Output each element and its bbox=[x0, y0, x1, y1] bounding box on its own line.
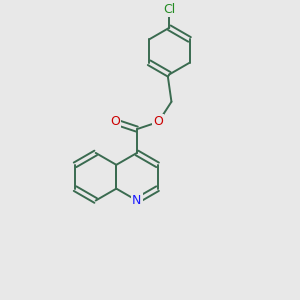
Text: O: O bbox=[111, 116, 120, 128]
Text: N: N bbox=[132, 194, 142, 207]
Text: O: O bbox=[153, 116, 163, 128]
Text: Cl: Cl bbox=[163, 3, 176, 16]
